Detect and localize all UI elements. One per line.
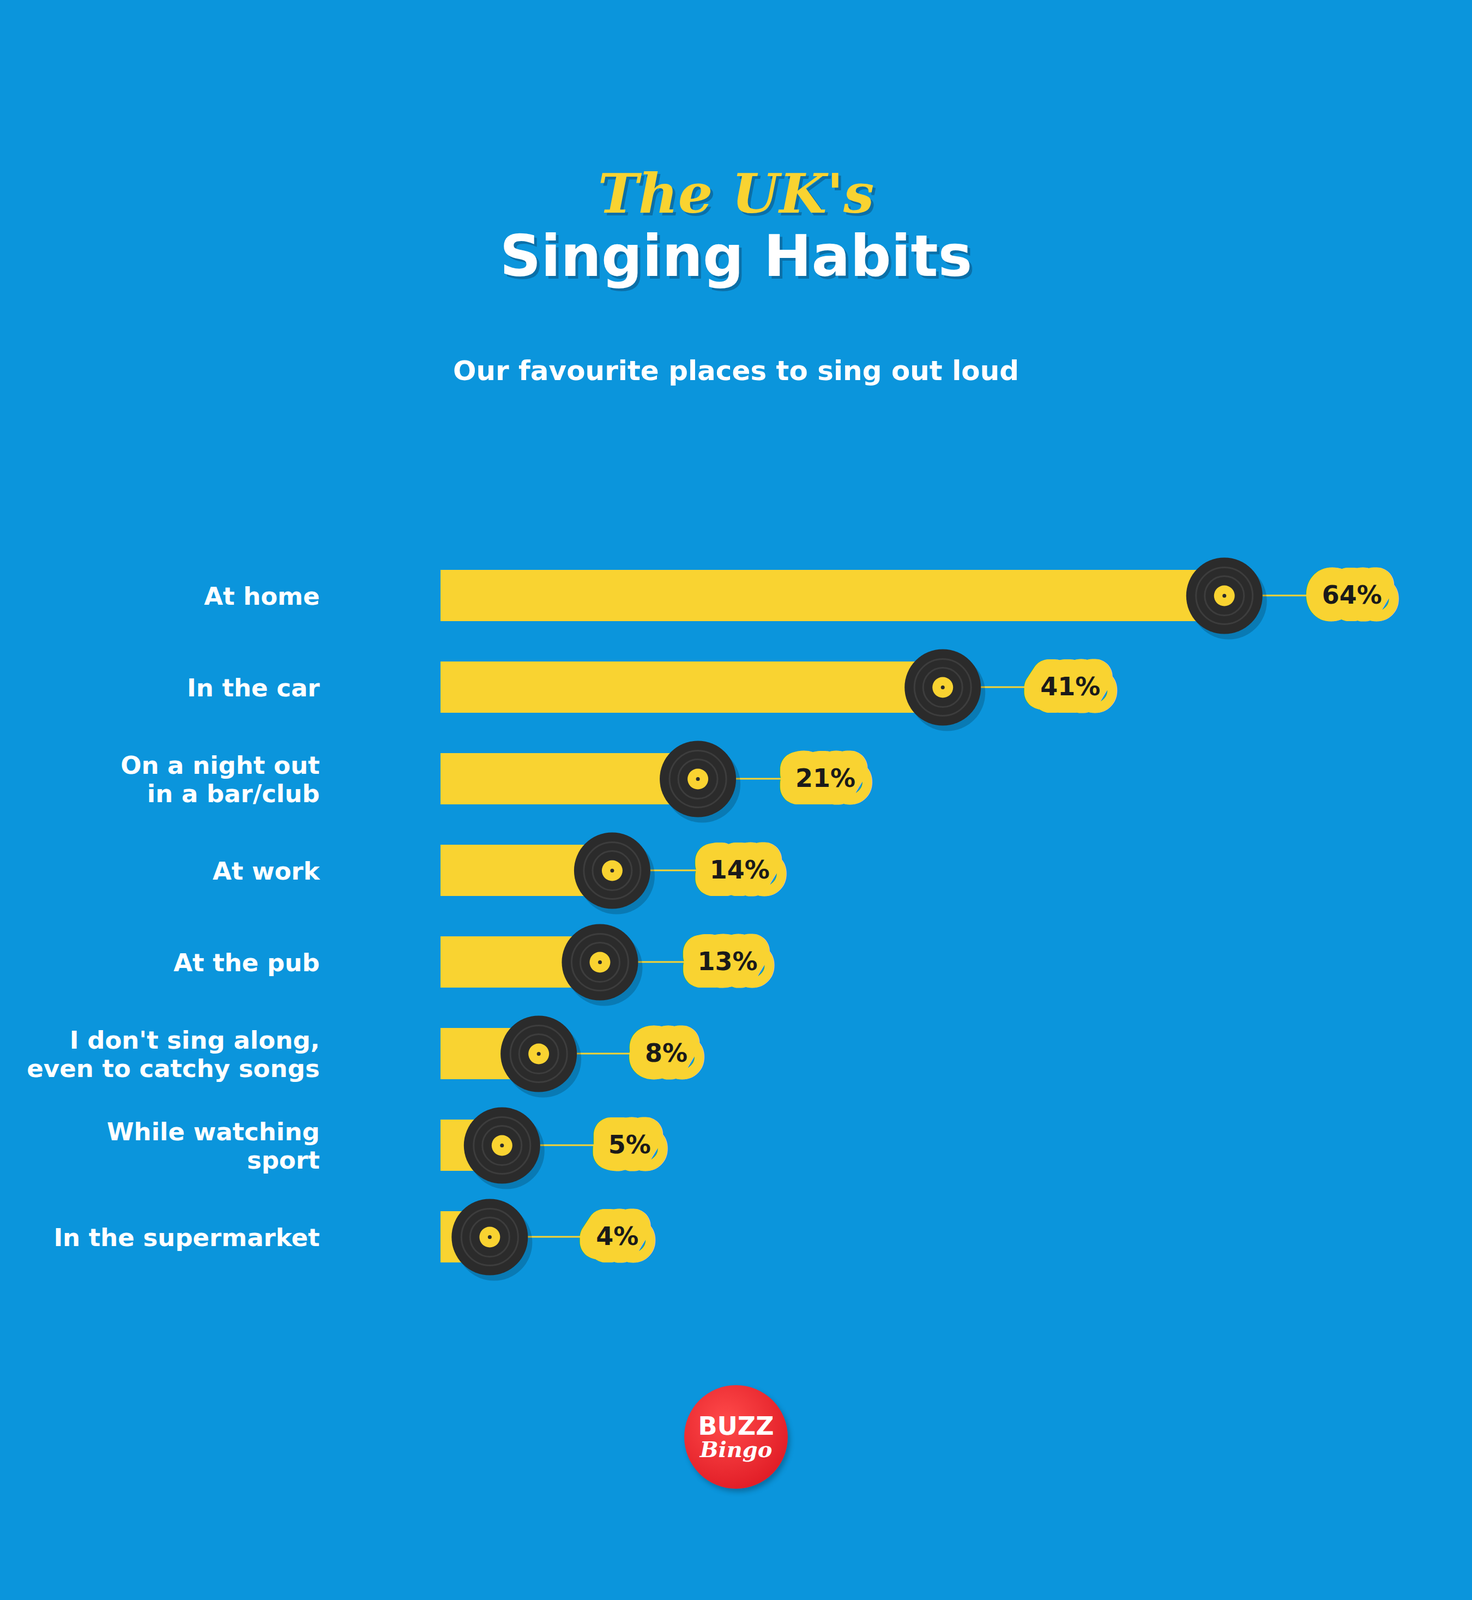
svg-text:64%: 64% (1322, 580, 1383, 610)
svg-text:On a night outin a bar/club: On a night outin a bar/club (120, 750, 320, 808)
svg-text:At the pub: At the pub (173, 948, 320, 977)
svg-text:8%: 8% (644, 1038, 688, 1068)
html-text:BUZZ: BUZZ (698, 1410, 774, 1441)
svg-text:21%: 21% (795, 763, 856, 793)
svg-text:5%: 5% (608, 1129, 651, 1160)
svg-text:While watchingsport: While watchingsport (106, 1117, 321, 1175)
svg-text:I don't sing along,even to cat: I don't sing along,even to catchy songs (26, 1025, 320, 1083)
svg-text:In the car: In the car (186, 673, 321, 703)
svg-text:41%: 41% (1040, 671, 1101, 702)
html-text:Bingo: Bingo (699, 1436, 773, 1462)
svg-text:At home: At home (203, 581, 320, 611)
html-text:Singing Habits: Singing Habits (499, 222, 973, 290)
html-text:The UK's: The UK's (597, 161, 875, 226)
html-text:Our favourite places to sing o: Our favourite places to sing out loud (453, 354, 1019, 387)
svg-text:At work: At work (212, 856, 321, 886)
svg-text:In the supermarket: In the supermarket (53, 1222, 320, 1252)
svg-text:14%: 14% (709, 854, 770, 885)
svg-text:13%: 13% (697, 946, 758, 976)
svg-text:4%: 4% (595, 1221, 639, 1251)
